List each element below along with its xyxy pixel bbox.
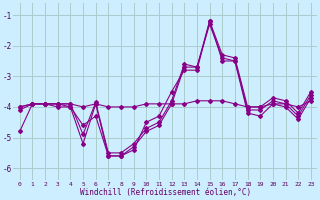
X-axis label: Windchill (Refroidissement éolien,°C): Windchill (Refroidissement éolien,°C): [80, 188, 251, 197]
